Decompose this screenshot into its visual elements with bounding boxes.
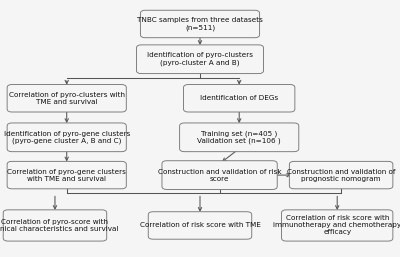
- Text: TNBC samples from three datasets
(n=511): TNBC samples from three datasets (n=511): [137, 17, 263, 31]
- FancyBboxPatch shape: [282, 210, 393, 241]
- FancyBboxPatch shape: [184, 85, 295, 112]
- FancyBboxPatch shape: [148, 212, 252, 239]
- FancyBboxPatch shape: [3, 210, 107, 241]
- Text: Correlation of pyro-clusters with
TME and survival: Correlation of pyro-clusters with TME an…: [9, 92, 125, 105]
- Text: Correlation of risk score with TME: Correlation of risk score with TME: [140, 223, 260, 228]
- FancyBboxPatch shape: [7, 123, 126, 152]
- FancyBboxPatch shape: [7, 85, 126, 112]
- FancyBboxPatch shape: [7, 161, 126, 189]
- FancyBboxPatch shape: [180, 123, 299, 152]
- Text: Construction and validation of
prognostic nomogram: Construction and validation of prognosti…: [287, 169, 395, 182]
- FancyBboxPatch shape: [136, 45, 264, 74]
- Text: Training set (n=405 )
Validation set (n=106 ): Training set (n=405 ) Validation set (n=…: [197, 130, 281, 144]
- FancyBboxPatch shape: [162, 161, 277, 189]
- Text: Identification of pyro-clusters
(pyro-cluster A and B): Identification of pyro-clusters (pyro-cl…: [147, 52, 253, 66]
- Text: Construction and validation of risk
score: Construction and validation of risk scor…: [158, 169, 282, 182]
- Text: Correlation of pyro-score with
clinical characteristics and survival: Correlation of pyro-score with clinical …: [0, 219, 118, 232]
- FancyBboxPatch shape: [289, 161, 393, 189]
- FancyBboxPatch shape: [140, 10, 260, 38]
- Text: Identification of pyro-gene clusters
(pyro-gene cluster A, B and C): Identification of pyro-gene clusters (py…: [4, 131, 130, 144]
- Text: Correlation of risk score with
immunotherapy and chemotherapy
efficacy: Correlation of risk score with immunothe…: [273, 215, 400, 235]
- Text: Correlation of pyro-gene clusters
with TME and survival: Correlation of pyro-gene clusters with T…: [7, 169, 126, 182]
- Text: Identification of DEGs: Identification of DEGs: [200, 95, 278, 101]
